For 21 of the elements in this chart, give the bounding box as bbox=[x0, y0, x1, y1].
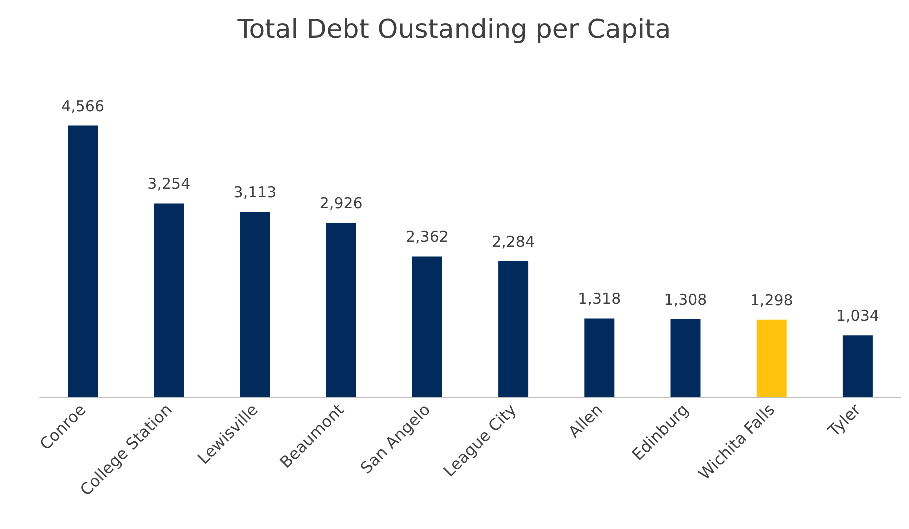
data-label: 2,926 bbox=[320, 194, 363, 213]
data-label: 2,362 bbox=[406, 228, 449, 246]
bar bbox=[756, 320, 787, 397]
data-label: 1,034 bbox=[836, 307, 880, 326]
bar bbox=[584, 318, 615, 397]
bar bbox=[842, 336, 873, 397]
bar bbox=[240, 212, 270, 397]
data-label: 3,113 bbox=[234, 184, 277, 202]
data-label: 3,254 bbox=[148, 175, 191, 194]
chart-title: Total Debt Oustanding per Capita bbox=[236, 15, 672, 45]
bar bbox=[154, 204, 184, 397]
data-label: 1,308 bbox=[664, 290, 708, 309]
data-label: 1,318 bbox=[578, 290, 622, 308]
bar bbox=[412, 256, 442, 397]
bar bbox=[670, 319, 701, 397]
bar bbox=[68, 126, 98, 397]
data-label: 2,284 bbox=[492, 232, 536, 251]
bar bbox=[498, 261, 529, 397]
data-label: 4,566 bbox=[62, 97, 105, 116]
bar bbox=[326, 223, 356, 397]
data-label: 1,298 bbox=[750, 291, 794, 310]
